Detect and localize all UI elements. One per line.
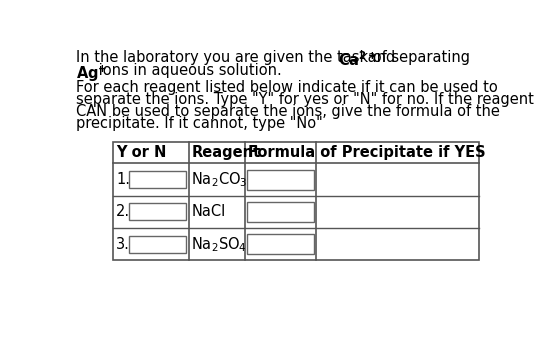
Bar bbox=[129, 236, 186, 253]
Text: 2.: 2. bbox=[116, 204, 130, 219]
Text: CAN be used to separate the ions, give the formula of the: CAN be used to separate the ions, give t… bbox=[76, 104, 500, 119]
Bar bbox=[247, 202, 314, 222]
Text: Reagent: Reagent bbox=[191, 145, 261, 160]
Bar bbox=[113, 142, 479, 261]
Text: 1.: 1. bbox=[116, 172, 130, 187]
Text: NaCl: NaCl bbox=[191, 204, 226, 219]
Text: precipitate. If it cannot, type "No": precipitate. If it cannot, type "No" bbox=[76, 116, 323, 131]
Text: $\mathbf{Ca}^{\mathbf{2+}}$: $\mathbf{Ca}^{\mathbf{2+}}$ bbox=[338, 50, 377, 69]
Text: $\mathbf{Ag}^{\mathbf{+}}$: $\mathbf{Ag}^{\mathbf{+}}$ bbox=[76, 63, 107, 84]
Text: separate the ions. Type "Y" for yes or "N" for no. If the reagent: separate the ions. Type "Y" for yes or "… bbox=[76, 92, 534, 107]
Bar bbox=[247, 169, 314, 190]
Text: Formula of Precipitate if YES: Formula of Precipitate if YES bbox=[248, 145, 486, 160]
Text: Na$_2$SO$_4$: Na$_2$SO$_4$ bbox=[191, 235, 247, 254]
Text: and: and bbox=[362, 50, 395, 65]
Text: For each reagent listed below indicate if it can be used to: For each reagent listed below indicate i… bbox=[76, 80, 498, 95]
Text: In the laboratory you are given the task of separating: In the laboratory you are given the task… bbox=[76, 50, 475, 65]
Bar bbox=[129, 171, 186, 188]
Bar bbox=[247, 234, 314, 254]
Text: Na$_2$CO$_3$: Na$_2$CO$_3$ bbox=[191, 170, 248, 189]
Text: ions in aqueous solution.: ions in aqueous solution. bbox=[94, 63, 282, 78]
Bar bbox=[129, 203, 186, 220]
Text: Y or N: Y or N bbox=[116, 145, 167, 160]
Text: 3.: 3. bbox=[116, 237, 130, 252]
